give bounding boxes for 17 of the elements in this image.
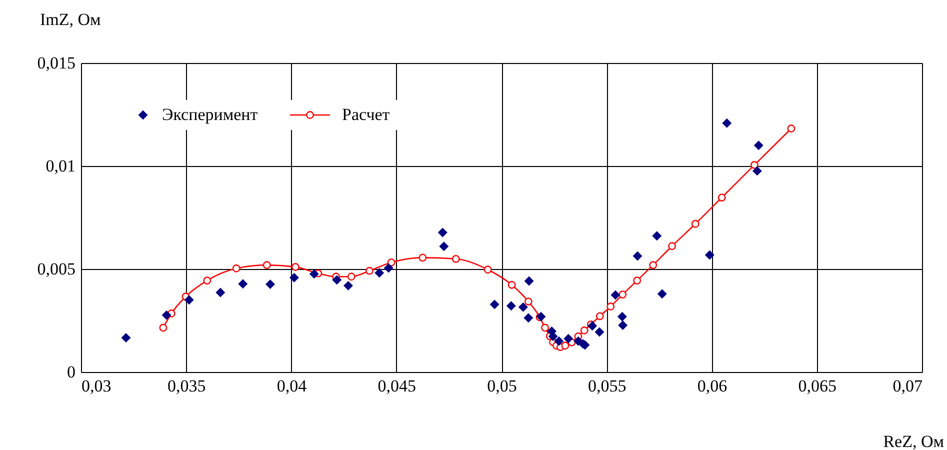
x-tick-label: 0,045 bbox=[378, 376, 416, 396]
x-tick-label: 0,035 bbox=[168, 376, 206, 396]
legend-label: Эксперимент bbox=[162, 105, 258, 124]
y-tick-label: 0 bbox=[67, 362, 76, 382]
x-tick-label: 0,06 bbox=[697, 376, 728, 396]
x-tick-label: 0,055 bbox=[588, 376, 626, 396]
x-axis-title: ReZ, Ом bbox=[883, 432, 944, 450]
y-tick-label: 0,01 bbox=[46, 156, 76, 176]
y-tick-label: 0,015 bbox=[37, 54, 76, 72]
y-tick-label: 0,005 bbox=[37, 260, 76, 278]
x-tick-label: 0,04 bbox=[276, 376, 308, 396]
legend-label: Расчет bbox=[342, 105, 390, 124]
y-axis-title: ImZ, Ом bbox=[40, 10, 102, 29]
x-tick-label: 0,07 bbox=[892, 376, 923, 396]
x-tick-label: 0,065 bbox=[798, 376, 836, 396]
x-tick-label: 0,05 bbox=[487, 376, 517, 396]
x-tick-label: 0,03 bbox=[82, 376, 112, 396]
